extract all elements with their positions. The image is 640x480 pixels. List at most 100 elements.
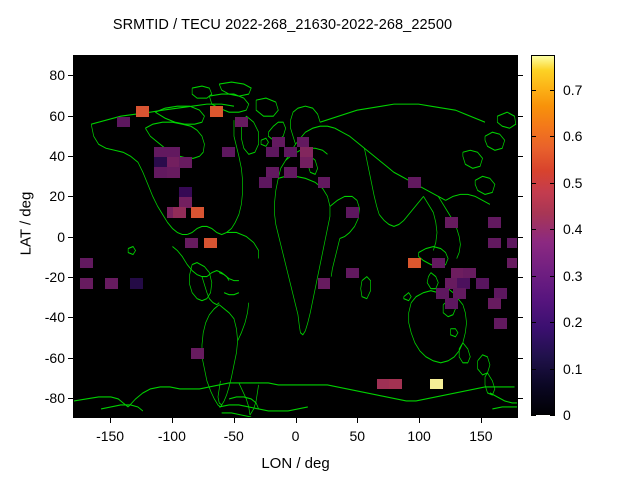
heatmap-cell — [296, 136, 310, 148]
heatmap-cell — [166, 156, 180, 168]
heatmap-cell — [494, 318, 508, 329]
heatmap-cell — [494, 287, 508, 299]
y-tick — [518, 276, 523, 278]
heatmap-cell — [488, 217, 502, 228]
colorbar-tick — [531, 182, 536, 184]
heatmap-cell — [444, 277, 458, 289]
colorbar-tick — [531, 322, 536, 324]
heatmap-cell — [284, 146, 298, 158]
y-tick — [68, 155, 73, 157]
x-axis-label: LON / deg — [261, 455, 330, 472]
heatmap-cell — [284, 166, 298, 178]
heatmap-cell — [166, 146, 180, 158]
heatmap-cell — [300, 156, 314, 168]
heatmap-cell — [222, 146, 236, 158]
heatmap-cell — [432, 257, 446, 269]
y-tick — [68, 357, 73, 359]
y-tick-label: -40 — [44, 309, 65, 326]
x-tick — [110, 418, 112, 423]
heatmap-cell — [259, 177, 273, 188]
x-tick — [419, 418, 421, 423]
x-tick-label: 150 — [469, 428, 493, 444]
x-tick-label: 100 — [407, 428, 431, 444]
heatmap-cell — [129, 277, 143, 289]
x-tick-label: 50 — [349, 428, 366, 444]
heatmap-cell — [407, 177, 421, 188]
colorbar-tick — [531, 229, 536, 231]
x-tick — [480, 418, 482, 423]
heatmap-cell — [185, 237, 199, 249]
page-title: SRMTID / TECU 2022-268_21630-2022-268_22… — [112, 17, 453, 33]
heatmap-cell — [317, 177, 331, 188]
heatmap-cell — [154, 166, 168, 178]
heatmap-cell — [345, 207, 359, 218]
heatmap-cell — [265, 146, 279, 158]
y-tick-label: 60 — [49, 107, 65, 124]
heatmap-cell — [234, 116, 248, 128]
heatmap-cell — [488, 237, 502, 249]
x-tick — [357, 55, 359, 60]
heatmap-cells — [74, 56, 517, 417]
heatmap-cell — [117, 116, 131, 128]
heatmap-cell — [179, 187, 193, 198]
colorbar — [531, 55, 555, 415]
colorbar-tick — [531, 89, 536, 91]
x-tick — [357, 418, 359, 423]
y-tick — [68, 397, 73, 399]
heatmap-cell — [80, 277, 94, 289]
colorbar-tick — [531, 136, 536, 138]
x-tick — [171, 55, 173, 60]
colorbar-tick — [531, 275, 536, 277]
x-tick — [480, 55, 482, 60]
y-tick — [68, 236, 73, 238]
x-tick — [110, 55, 112, 60]
y-tick — [68, 276, 73, 278]
heatmap-plot-area[interactable] — [73, 55, 518, 418]
heatmap-cell — [376, 378, 390, 390]
heatmap-cell — [506, 237, 517, 249]
heatmap-cell — [475, 277, 489, 289]
heatmap-cell — [457, 277, 471, 289]
heatmap-cell — [104, 277, 118, 289]
colorbar-tick — [531, 415, 536, 416]
y-tick-label: -80 — [44, 389, 65, 406]
colorbar-tick-label: 0 — [563, 407, 571, 423]
heatmap-cell — [436, 287, 450, 299]
heatmap-cell — [135, 106, 149, 118]
colorbar-tick — [550, 275, 555, 277]
y-tick-label: -60 — [44, 349, 65, 366]
x-tick — [295, 418, 297, 423]
x-tick — [171, 418, 173, 423]
heatmap-cell — [345, 267, 359, 279]
y-tick-label: 0 — [57, 228, 65, 245]
y-tick-label: -20 — [44, 268, 65, 285]
heatmap-cell — [506, 257, 517, 269]
heatmap-cell — [80, 257, 94, 269]
y-tick — [518, 236, 523, 238]
heatmap-cell — [154, 146, 168, 158]
colorbar-tick — [550, 368, 555, 370]
colorbar-tick-label: 0.1 — [563, 360, 583, 377]
x-tick — [233, 418, 235, 423]
heatmap-cell — [179, 197, 193, 208]
colorbar-tick — [550, 415, 555, 416]
y-tick-label: 40 — [49, 147, 65, 164]
heatmap-cell — [430, 378, 443, 390]
colorbar-tick — [550, 322, 555, 324]
x-tick — [419, 55, 421, 60]
y-tick-label: 20 — [49, 188, 65, 205]
colorbar-tick — [550, 182, 555, 184]
x-tick — [295, 55, 297, 60]
y-tick — [518, 75, 523, 77]
heatmap-cell — [444, 217, 458, 228]
y-tick-label: 80 — [49, 67, 65, 84]
heatmap-cell — [463, 267, 477, 279]
colorbar-tick — [550, 229, 555, 231]
heatmap-cell — [389, 378, 403, 390]
heatmap-cell — [191, 348, 205, 360]
heatmap-cell — [265, 166, 279, 178]
y-tick — [68, 196, 73, 198]
heatmap-cell — [154, 156, 168, 168]
y-tick — [68, 75, 73, 77]
x-tick-label: -50 — [223, 428, 244, 444]
